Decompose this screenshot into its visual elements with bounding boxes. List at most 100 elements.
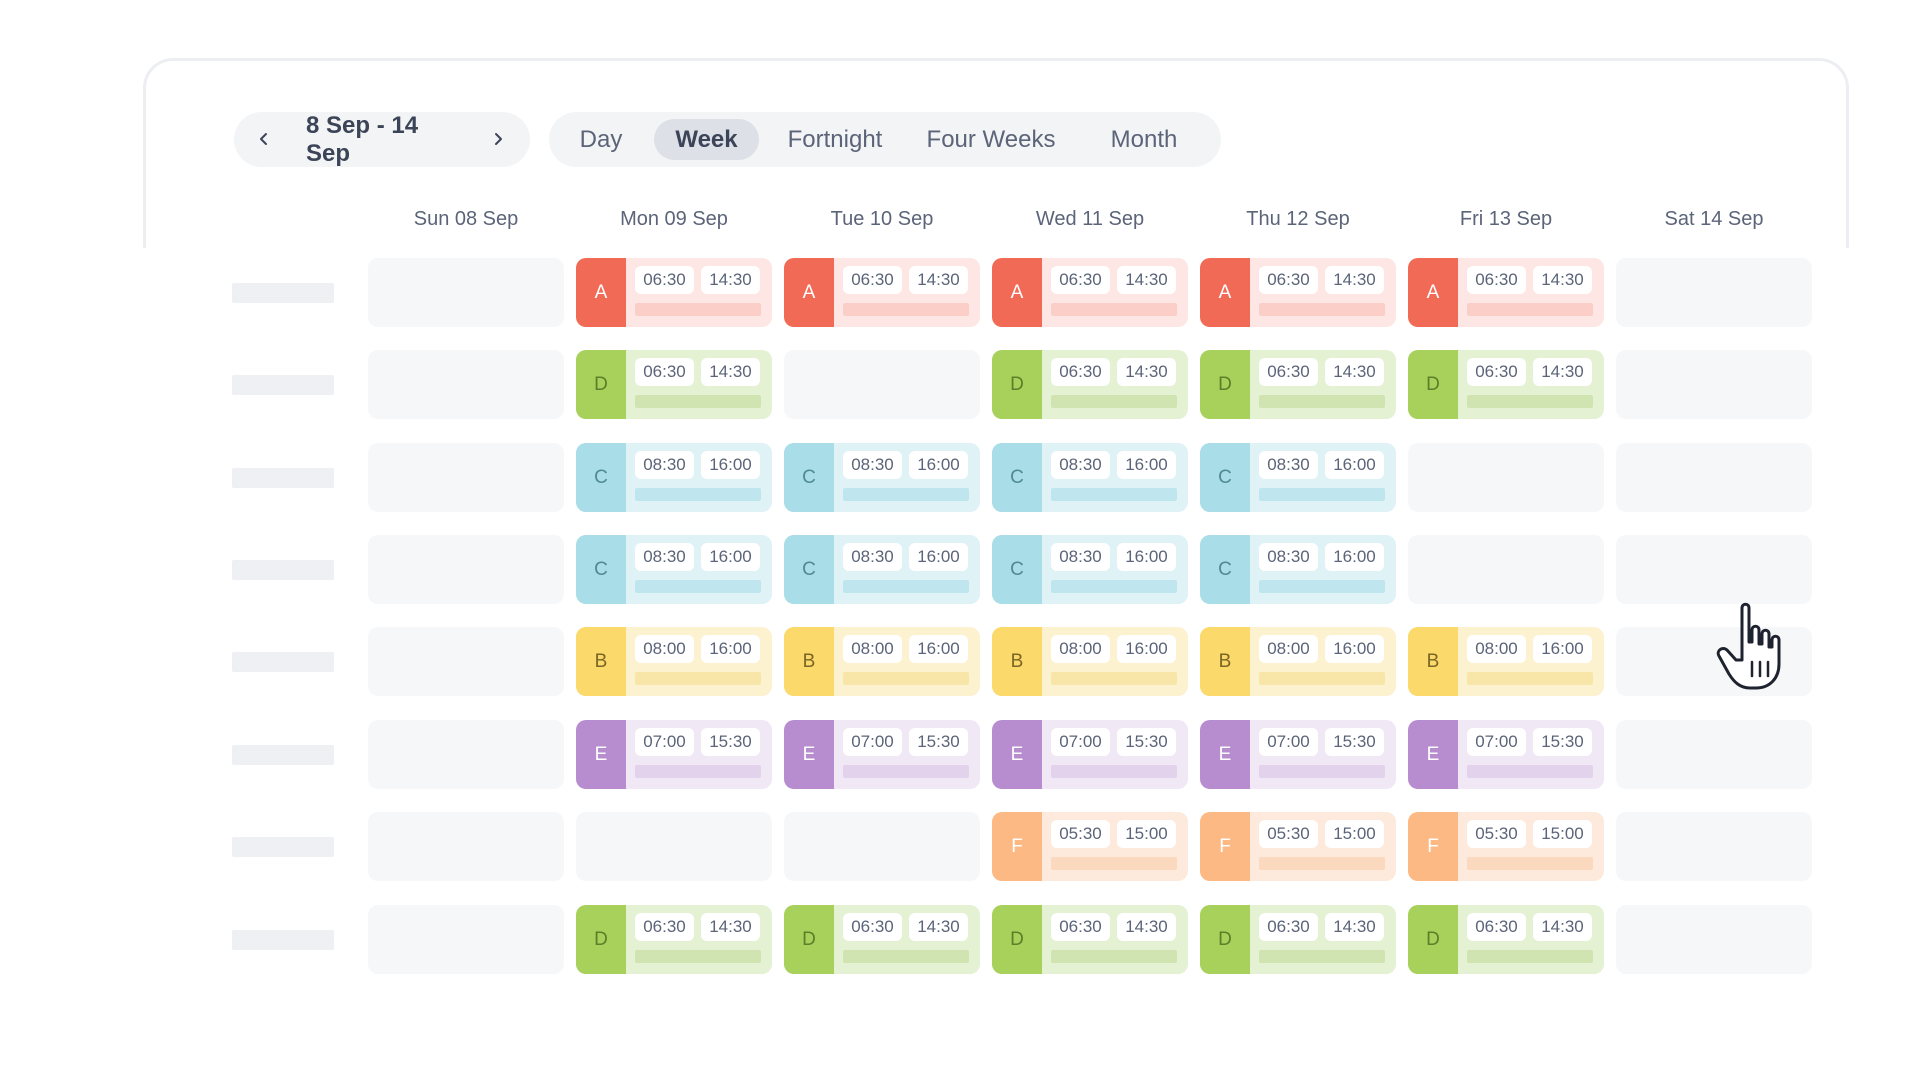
shift-code: C: [576, 443, 626, 512]
shift-card[interactable]: A 06:30 14:30: [1408, 258, 1604, 327]
shift-card[interactable]: B 08:00 16:00: [992, 627, 1188, 696]
empty-shift-cell[interactable]: [784, 812, 980, 881]
empty-shift-cell[interactable]: [368, 350, 564, 419]
shift-card[interactable]: E 07:00 15:30: [576, 720, 772, 789]
shift-card[interactable]: E 07:00 15:30: [1200, 720, 1396, 789]
date-range-label: 8 Sep - 14 Sep: [306, 111, 419, 167]
empty-shift-cell[interactable]: [368, 258, 564, 327]
shift-end-time: 14:30: [1533, 358, 1592, 386]
shift-start-time: 06:30: [635, 358, 694, 386]
empty-shift-cell[interactable]: [1616, 258, 1812, 327]
empty-shift-cell[interactable]: [1616, 350, 1812, 419]
shift-card[interactable]: E 07:00 15:30: [1408, 720, 1604, 789]
employee-name-placeholder: [232, 375, 334, 395]
shift-card[interactable]: C 08:30 16:00: [992, 443, 1188, 512]
shift-start-time: 07:00: [843, 728, 902, 756]
shift-card[interactable]: B 08:00 16:00: [1200, 627, 1396, 696]
shift-card[interactable]: B 08:00 16:00: [576, 627, 772, 696]
shift-code: C: [1200, 535, 1250, 604]
shift-card[interactable]: A 06:30 14:30: [576, 258, 772, 327]
shift-card[interactable]: A 06:30 14:30: [1200, 258, 1396, 327]
shift-detail-bar: [635, 303, 761, 316]
shift-card[interactable]: D 06:30 14:30: [576, 905, 772, 974]
shift-card[interactable]: C 08:30 16:00: [1200, 535, 1396, 604]
shift-card[interactable]: D 06:30 14:30: [992, 350, 1188, 419]
shift-card[interactable]: C 08:30 16:00: [992, 535, 1188, 604]
shift-card[interactable]: A 06:30 14:30: [784, 258, 980, 327]
shift-end-time: 14:30: [909, 266, 968, 294]
shift-card[interactable]: B 08:00 16:00: [784, 627, 980, 696]
shift-detail-bar: [635, 765, 761, 778]
shift-end-time: 14:30: [701, 913, 760, 941]
shift-code: D: [784, 905, 834, 974]
shift-card[interactable]: E 07:00 15:30: [784, 720, 980, 789]
shift-detail-bar: [1259, 303, 1385, 316]
shift-card[interactable]: F 05:30 15:00: [1200, 812, 1396, 881]
shift-detail-bar: [1467, 303, 1593, 316]
date-range-navigator: 8 Sep - 14 Sep: [234, 112, 530, 167]
empty-shift-cell[interactable]: [368, 627, 564, 696]
shift-card[interactable]: F 05:30 15:00: [992, 812, 1188, 881]
shift-code: D: [992, 350, 1042, 419]
shift-start-time: 08:00: [843, 635, 902, 663]
shift-code: B: [576, 627, 626, 696]
empty-shift-cell[interactable]: [368, 720, 564, 789]
previous-week-button[interactable]: [244, 119, 284, 159]
empty-shift-cell[interactable]: [1616, 812, 1812, 881]
shift-code: C: [992, 443, 1042, 512]
empty-shift-cell[interactable]: [784, 350, 980, 419]
empty-shift-cell[interactable]: [368, 535, 564, 604]
next-week-button[interactable]: [478, 119, 518, 159]
shift-card[interactable]: D 06:30 14:30: [1408, 350, 1604, 419]
view-tabs: Day Week Fortnight Four Weeks Month: [549, 112, 1221, 167]
empty-shift-cell[interactable]: [1616, 905, 1812, 974]
shift-end-time: 14:30: [1117, 358, 1176, 386]
shift-card[interactable]: D 06:30 14:30: [1200, 905, 1396, 974]
shift-detail-bar: [843, 672, 969, 685]
shift-card[interactable]: D 06:30 14:30: [576, 350, 772, 419]
shift-card[interactable]: D 06:30 14:30: [784, 905, 980, 974]
shift-code: D: [992, 905, 1042, 974]
pointer-hand-icon: [1716, 602, 1781, 690]
shift-start-time: 06:30: [843, 266, 902, 294]
empty-shift-cell[interactable]: [1408, 443, 1604, 512]
shift-card[interactable]: D 06:30 14:30: [1408, 905, 1604, 974]
empty-shift-cell[interactable]: [368, 905, 564, 974]
shift-end-time: 14:30: [1325, 358, 1384, 386]
day-header: Sun 08 Sep: [413, 208, 519, 230]
tab-week[interactable]: Week: [654, 119, 759, 160]
shift-code: C: [784, 443, 834, 512]
empty-shift-cell[interactable]: [1408, 535, 1604, 604]
shift-end-time: 15:30: [1533, 728, 1592, 756]
shift-card[interactable]: D 06:30 14:30: [1200, 350, 1396, 419]
tab-four-weeks[interactable]: Four Weeks: [926, 125, 1056, 153]
shift-detail-bar: [1467, 672, 1593, 685]
chevron-left-icon: [260, 133, 267, 145]
tab-day[interactable]: Day: [579, 125, 623, 153]
empty-shift-cell[interactable]: [576, 812, 772, 881]
tab-fortnight[interactable]: Fortnight: [787, 125, 883, 153]
shift-card[interactable]: B 08:00 16:00: [1408, 627, 1604, 696]
shift-code: A: [1200, 258, 1250, 327]
shift-card[interactable]: E 07:00 15:30: [992, 720, 1188, 789]
shift-card[interactable]: C 08:30 16:00: [1200, 443, 1396, 512]
employee-name-placeholder: [232, 837, 334, 857]
empty-shift-cell[interactable]: [1616, 720, 1812, 789]
shift-card[interactable]: C 08:30 16:00: [576, 443, 772, 512]
shift-card[interactable]: D 06:30 14:30: [992, 905, 1188, 974]
shift-start-time: 05:30: [1051, 820, 1110, 848]
empty-shift-cell[interactable]: [1616, 535, 1812, 604]
empty-shift-cell[interactable]: [368, 443, 564, 512]
shift-card[interactable]: F 05:30 15:00: [1408, 812, 1604, 881]
shift-start-time: 08:30: [1259, 451, 1318, 479]
empty-shift-cell[interactable]: [368, 812, 564, 881]
shift-card[interactable]: A 06:30 14:30: [992, 258, 1188, 327]
shift-detail-bar: [843, 303, 969, 316]
shift-card[interactable]: C 08:30 16:00: [576, 535, 772, 604]
shift-detail-bar: [635, 672, 761, 685]
empty-shift-cell[interactable]: [1616, 443, 1812, 512]
tab-month[interactable]: Month: [1110, 125, 1178, 153]
shift-card[interactable]: C 08:30 16:00: [784, 443, 980, 512]
shift-code: E: [576, 720, 626, 789]
shift-card[interactable]: C 08:30 16:00: [784, 535, 980, 604]
